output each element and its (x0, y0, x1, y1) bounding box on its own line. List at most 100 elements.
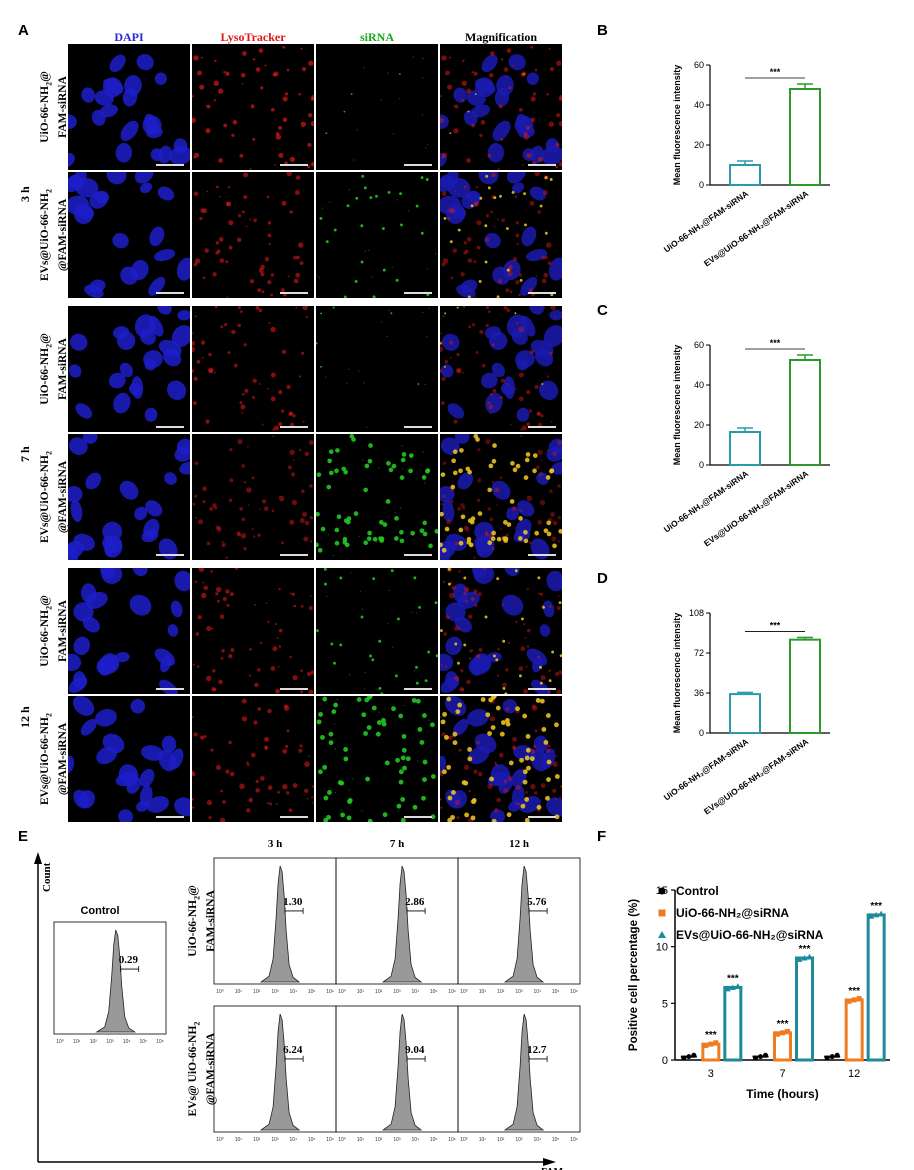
point (806, 953, 813, 960)
x-category-label: 7 (779, 1068, 785, 1080)
lysotracker-spot (229, 771, 235, 777)
micrograph-tile-r0-c3 (440, 44, 562, 170)
lysotracker-spot (214, 59, 217, 63)
nucleus (115, 142, 133, 163)
sirna-spot (484, 260, 488, 264)
nucleus (526, 249, 548, 262)
sirna-spot (334, 468, 339, 474)
sirna-spot (546, 759, 552, 765)
lysotracker-spot (194, 494, 198, 498)
lysotracker-spot (532, 705, 538, 711)
lysotracker-spot (492, 388, 497, 393)
lysotracker-spot (205, 419, 210, 424)
sirna-spot (332, 306, 335, 309)
nucleus (518, 796, 542, 813)
sirna-speck (363, 67, 365, 69)
sirna-speck (387, 622, 389, 624)
lysotracker-spot (240, 404, 246, 410)
lysotracker-spot (281, 349, 287, 354)
column-header-3: Magnification (465, 30, 537, 44)
sirna-spot (379, 520, 384, 525)
sirna-spot (523, 538, 529, 544)
micrograph-tile-r2-c1 (192, 306, 314, 432)
lysotracker-spot (216, 526, 222, 532)
sirna-spot (316, 511, 320, 517)
sirna-spot (493, 654, 496, 658)
nucleus (502, 698, 518, 714)
sirna-spot (415, 698, 421, 704)
lysotracker-spot (466, 88, 472, 94)
lysotracker-spot (475, 351, 479, 354)
flow-r1-c1-tick: 10³ (393, 1137, 401, 1143)
sirna-spot (323, 568, 327, 571)
sirna-spot (463, 576, 467, 580)
point (851, 997, 857, 1003)
nucleus (132, 568, 148, 577)
flow-r1-c1-tick: 10⁰ (338, 1137, 346, 1143)
nucleus (68, 676, 88, 693)
nucleus (82, 616, 100, 633)
lysotracker-spot (192, 772, 196, 777)
nucleus (442, 499, 455, 523)
sirna-speck (427, 144, 429, 146)
lysotracker-spot (514, 195, 518, 199)
nucleus (139, 328, 156, 345)
sirna-spot (493, 196, 497, 200)
nucleus (484, 233, 501, 249)
lysotracker-spot (555, 755, 558, 758)
control-tick: 10⁶ (156, 1039, 164, 1045)
lysotracker-spot (215, 306, 218, 308)
sirna-spot (532, 468, 537, 474)
lysotracker-spot (460, 272, 465, 277)
x-category-label: 12 (848, 1068, 860, 1080)
sirna-spot (444, 312, 447, 315)
sirna-spot (369, 196, 373, 200)
sirna-spot (558, 601, 562, 605)
lysotracker-spot (279, 495, 281, 498)
lysotracker-spot (200, 340, 206, 345)
sirna-speck (378, 467, 380, 469)
lysotracker-spot (534, 172, 540, 177)
nucleus (112, 233, 129, 249)
lysotracker-spot (212, 669, 216, 673)
time-label-0: 3 h (18, 186, 32, 202)
legend-marker-1 (658, 909, 666, 917)
sirna-spot (479, 196, 483, 200)
nucleus (88, 279, 106, 293)
lysotracker-spot (292, 458, 295, 461)
sirna-spot (420, 176, 424, 180)
lysotracker-spot (272, 435, 275, 438)
sirna-spot (379, 536, 385, 542)
lysotracker-spot (304, 761, 310, 767)
nucleus (441, 333, 460, 351)
significance-mark: *** (727, 973, 739, 984)
lysotracker-spot (509, 290, 513, 294)
lysotracker-spot (192, 95, 194, 98)
flow-r0-c2-tick: 10⁰ (460, 989, 468, 995)
lysotracker-spot (208, 368, 213, 374)
micrograph-tile-r5-c1 (192, 696, 314, 822)
sirna-spot (410, 530, 416, 536)
lysotracker-spot (558, 97, 562, 101)
sirna-spot (422, 777, 427, 783)
sirna-speck (348, 789, 350, 791)
sirna-spot (443, 216, 447, 220)
lysotracker-spot (200, 208, 205, 213)
lysotracker-spot (534, 68, 538, 72)
sirna-spot (457, 228, 461, 232)
lysotracker-spot (463, 241, 468, 245)
nucleus (492, 120, 511, 141)
lysotracker-spot (273, 425, 279, 431)
lysotracker-spot (496, 797, 502, 803)
micro-row-label-2: UiO-66-NH2@ FAM-siRNA (38, 306, 70, 432)
point (753, 1055, 758, 1061)
lysotracker-spot (521, 425, 527, 431)
lysotracker-spot (490, 210, 493, 214)
nucleus (548, 257, 562, 281)
sirna-spot (391, 706, 396, 712)
tile-background (316, 568, 438, 694)
fam-label: FAM (541, 1167, 564, 1170)
flow-r0-c0-tick: 10⁵ (308, 989, 316, 995)
lysotracker-spot (239, 401, 243, 405)
lysotracker-spot (275, 802, 278, 805)
